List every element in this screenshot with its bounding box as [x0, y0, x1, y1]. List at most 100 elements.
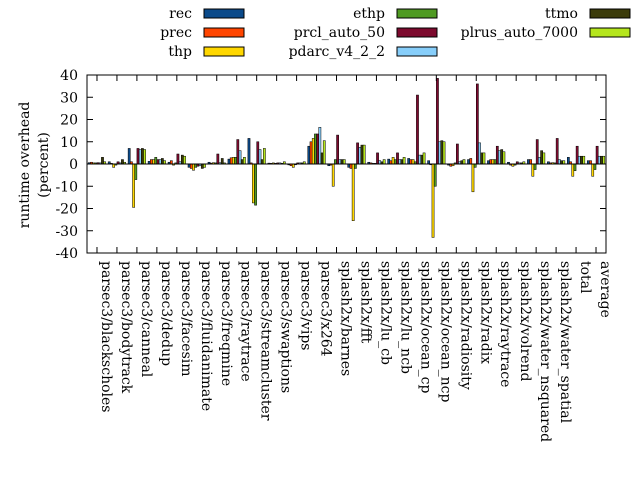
bar-pdarc_v4_2_2	[558, 159, 561, 165]
bar-ttmo	[400, 159, 404, 165]
bar-rec	[487, 160, 490, 165]
bar-ttmo	[440, 140, 444, 165]
bar-thp	[232, 157, 235, 165]
bar-ethp	[533, 163, 537, 170]
bar-ttmo	[161, 158, 164, 165]
bar-ttmo	[121, 159, 124, 165]
bar-prcl_auto_50	[136, 148, 140, 165]
bar-thp	[331, 163, 335, 187]
bar-ttmo	[220, 158, 224, 165]
legend-swatch-rec	[203, 8, 245, 19]
bar-thp	[112, 163, 115, 168]
bar-prcl_auto_50	[595, 145, 599, 165]
bar-ttmo	[260, 159, 264, 165]
bar-plrus_auto_7000	[422, 152, 426, 165]
bar-plrus_auto_7000	[462, 159, 466, 165]
bar-thp	[591, 163, 595, 177]
x-tick-label: parsec3/facesim	[178, 261, 194, 377]
bar-thp	[571, 163, 575, 177]
bar-prcl_auto_50	[236, 139, 240, 165]
legend-swatch-plrus_auto_7000	[589, 27, 631, 38]
y-tick-label: -20	[55, 202, 78, 218]
legend-label: ethp	[353, 6, 385, 22]
bar-rec	[467, 159, 470, 165]
bar-rec	[347, 163, 351, 168]
legend-label: prcl_auto_50	[294, 25, 385, 41]
bar-ethp	[134, 163, 138, 180]
bar-plrus_auto_7000	[542, 152, 546, 165]
bar-thp	[152, 159, 155, 165]
bar-pdarc_v4_2_2	[338, 159, 342, 165]
bar-pdarc_v4_2_2	[318, 127, 322, 165]
bar-plrus_auto_7000	[502, 151, 506, 165]
bar-prec	[229, 157, 233, 165]
bar-pdarc_v4_2_2	[597, 155, 601, 165]
legend-swatch-thp	[203, 46, 245, 57]
x-tick-label: splash2x/barnes	[338, 261, 354, 376]
bar-plrus_auto_7000	[322, 140, 326, 165]
bar-ttmo	[360, 144, 364, 165]
bar-pdarc_v4_2_2	[258, 149, 262, 165]
bar-rec	[586, 160, 590, 165]
bar-plrus_auto_7000	[562, 160, 566, 165]
bar-rec	[227, 158, 231, 165]
bar-prec	[589, 160, 592, 165]
bar-prcl_auto_50	[575, 145, 579, 165]
bar-ttmo	[600, 155, 603, 165]
bar-ethp	[433, 163, 437, 187]
x-tick-label: parsec3/blackscholes	[98, 261, 114, 412]
bar-ethp	[354, 163, 357, 169]
bar-ethp	[493, 159, 497, 165]
x-tick-label: splash2x/lu_ncb	[397, 261, 413, 374]
bar-ttmo	[540, 150, 543, 165]
bar-thp	[411, 159, 415, 165]
bar-prec	[189, 163, 193, 169]
bar-prcl_auto_50	[356, 142, 359, 165]
bar-prcl_auto_50	[156, 159, 160, 165]
bar-rec	[187, 163, 191, 168]
y-tick-label: -10	[55, 179, 78, 195]
x-tick-label: splash2x/ocean_ncp	[437, 261, 453, 402]
x-tick-label: parsec3/canneal	[138, 261, 154, 378]
bar-pdarc_v4_2_2	[498, 150, 501, 165]
bar-plrus_auto_7000	[183, 155, 186, 165]
legend-swatch-pdarc_v4_2_2	[396, 46, 438, 57]
bar-thp	[192, 163, 195, 171]
bar-prec	[469, 158, 473, 165]
bar-plrus_auto_7000	[263, 148, 266, 165]
bar-ethp	[334, 159, 337, 165]
legend-swatch-ethp	[396, 8, 438, 19]
bar-rec	[427, 160, 430, 165]
bar-ttmo	[580, 155, 583, 165]
x-tick-label: parsec3/swaptions	[278, 261, 294, 393]
bars	[87, 78, 606, 238]
bar-ttmo	[240, 159, 244, 165]
bar-ethp	[194, 163, 198, 168]
bar-thp	[351, 163, 355, 221]
bar-pdarc_v4_2_2	[158, 159, 162, 165]
legend-label: rec	[169, 6, 192, 22]
y-tick-label: -30	[55, 224, 78, 240]
bar-plrus_auto_7000	[163, 160, 166, 165]
bar-prec	[529, 159, 532, 165]
x-tick-label: parsec3/bodytrack	[118, 261, 134, 394]
bar-prcl_auto_50	[336, 134, 339, 165]
bar-thp	[431, 163, 435, 238]
bar-ethp	[573, 163, 577, 171]
bar-prec	[349, 163, 353, 169]
bar-pdarc_v4_2_2	[578, 155, 581, 165]
bar-prec	[309, 141, 313, 165]
bar-plrus_auto_7000	[482, 152, 486, 165]
bar-ttmo	[340, 159, 344, 165]
bar-prec	[150, 159, 153, 165]
bar-ttmo	[560, 160, 563, 165]
bar-ttmo	[420, 154, 424, 165]
bar-plrus_auto_7000	[362, 144, 366, 165]
bar-prcl_auto_50	[555, 138, 559, 165]
bar-rec	[247, 138, 251, 165]
legend-swatch-prec	[203, 27, 245, 38]
bar-prec	[489, 159, 493, 165]
bar-plrus_auto_7000	[243, 157, 246, 165]
x-tick-label: splash2x/ocean_cp	[417, 261, 433, 393]
bar-plrus_auto_7000	[582, 155, 586, 165]
